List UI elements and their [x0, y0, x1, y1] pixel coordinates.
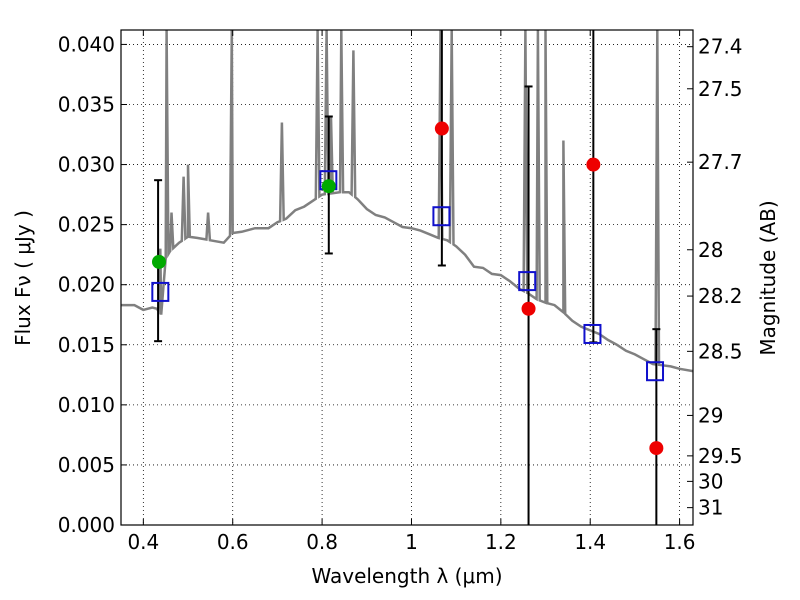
model-square-marker [583, 323, 602, 344]
right-axis-title: Magnitude (AB) [756, 200, 780, 355]
right-tick-label: 27.7 [698, 150, 743, 174]
y-tick-label: 0.015 [58, 333, 115, 357]
y-axis-title: Flux Fν ( μJy ) [11, 210, 35, 346]
y-tick-label: 0.005 [58, 453, 115, 477]
red-limit-marker [649, 441, 664, 456]
axis-ticks: 0.4 0.6 0.8 1 1.2 1.4 1.6 0.000 0.005 0.010 0.015 0… [58, 30, 743, 554]
right-tick-label: 27.5 [698, 77, 743, 101]
right-tick-label: 29.5 [698, 444, 743, 468]
y-tick-label: 0.030 [58, 153, 115, 177]
green-detection-marker [321, 179, 336, 194]
right-tick-label: 30 [698, 469, 723, 493]
x-tick-label: 1 [405, 530, 418, 554]
right-tick-label: 27.4 [698, 35, 743, 59]
model-square-marker [432, 206, 451, 227]
data-markers [151, 121, 665, 456]
x-tick-label: 1.6 [664, 530, 696, 554]
y-tick-label: 0.035 [58, 92, 115, 116]
x-tick-label: 0.4 [127, 530, 159, 554]
x-axis-title: Wavelength λ (μm) [311, 564, 502, 588]
x-tick-label: 1.2 [485, 530, 517, 554]
y-tick-label: 0.040 [58, 32, 115, 56]
y-tick-label: 0.020 [58, 273, 115, 297]
y-tick-label: 0.000 [58, 513, 115, 537]
x-tick-label: 0.6 [217, 530, 249, 554]
x-tick-label: 1.4 [574, 530, 606, 554]
sed-template-line [121, 30, 693, 373]
plot-frame [120, 29, 694, 526]
y-tick-label: 0.025 [58, 213, 115, 237]
right-tick-label: 31 [698, 496, 723, 520]
green-detection-marker [151, 254, 166, 269]
model-square-marker [151, 281, 170, 302]
right-tick-label: 28.5 [698, 339, 743, 363]
right-tick-label: 28 [698, 238, 723, 262]
y-tick-label: 0.010 [58, 393, 115, 417]
right-tick-label: 29 [698, 403, 723, 427]
red-limit-marker [586, 157, 601, 172]
x-tick-label: 0.8 [306, 530, 338, 554]
red-limit-marker [521, 301, 536, 316]
grid-lines [121, 30, 693, 526]
plot-area [121, 30, 693, 525]
right-tick-label: 28.2 [698, 284, 743, 308]
red-limit-marker [434, 121, 449, 136]
model-square-marker [646, 361, 665, 382]
model-square-marker [518, 271, 537, 292]
